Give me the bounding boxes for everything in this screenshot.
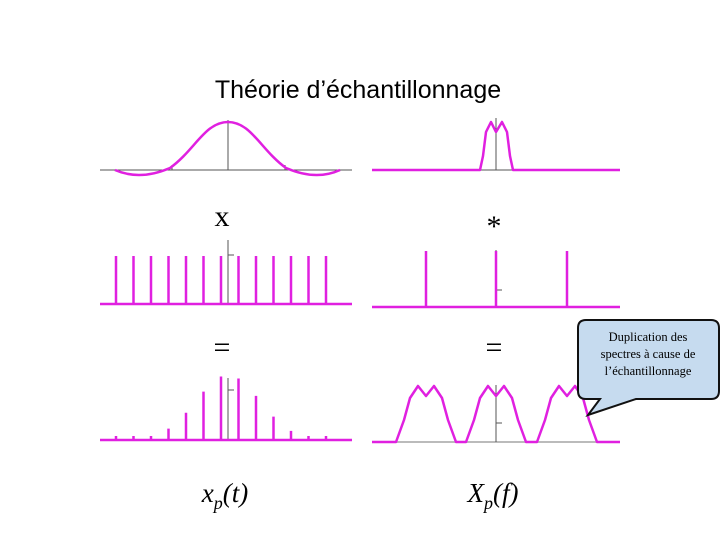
callout-text: Duplication des xyxy=(609,330,688,344)
operator: * xyxy=(487,210,502,243)
plot-comb-freq xyxy=(372,250,620,309)
callout: Duplication des spectres à cause de l’éc… xyxy=(577,319,720,417)
callout-text: spectres à cause de xyxy=(601,347,696,361)
signal-curve xyxy=(100,376,352,442)
plot-sampled xyxy=(100,376,352,442)
operator: = xyxy=(486,331,503,364)
label-freq: Xp(f) xyxy=(467,478,519,513)
plot-duplicated xyxy=(372,384,620,444)
plot-spectrum xyxy=(372,118,620,172)
label-time: xp(t) xyxy=(201,478,248,513)
label-rest: (t) xyxy=(223,478,248,508)
label-main: x xyxy=(201,478,214,508)
operator: = xyxy=(214,331,231,364)
plot-signal xyxy=(100,120,352,177)
label-rest: (f) xyxy=(493,478,518,508)
label-sub: p xyxy=(482,493,493,513)
label-main: X xyxy=(467,478,486,508)
signal-curve xyxy=(100,256,352,306)
operator: x xyxy=(215,200,230,233)
plot-comb-time xyxy=(100,240,352,306)
label-sub: p xyxy=(212,493,223,513)
callout-text: l’échantillonnage xyxy=(605,364,692,378)
slide-title: Théorie d’échantillonnage xyxy=(215,76,501,104)
